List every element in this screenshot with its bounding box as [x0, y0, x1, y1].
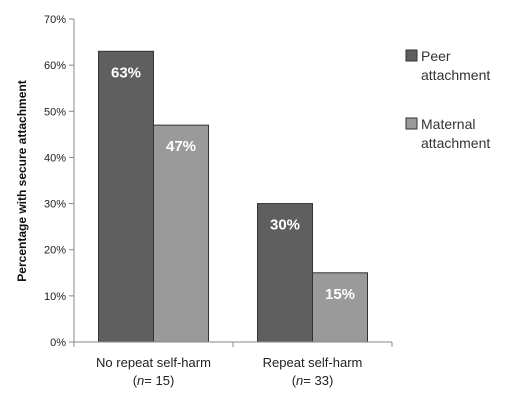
legend-label: attachment — [421, 135, 490, 151]
y-tick-label: 60% — [44, 60, 66, 72]
bar — [98, 50, 154, 343]
y-axis: 0% 10% 20% 30% 40% 50% 60% 70% — [44, 14, 75, 349]
y-tick-label: 40% — [44, 152, 66, 164]
y-tick-label: 50% — [44, 106, 66, 118]
data-label: 47% — [166, 138, 196, 155]
y-tick-label: 10% — [44, 291, 66, 303]
x-axis: No repeat self-harm (n= 15) Repeat self-ha… — [73, 341, 393, 388]
x-tick-label: No repeat self-harm — [96, 355, 211, 370]
legend-swatch — [405, 49, 418, 62]
legend: Peer attachment Maternal attachment — [405, 48, 490, 151]
legend-swatch — [405, 117, 418, 130]
bar — [153, 124, 209, 343]
y-tick-label: 70% — [44, 14, 66, 26]
y-tick-label: 30% — [44, 199, 66, 211]
x-tick-label-n: (n= 33) — [292, 373, 334, 388]
legend-label: attachment — [421, 67, 490, 83]
y-tick-label: 0% — [50, 337, 66, 349]
y-axis-label: Percentage with secure attachment — [15, 80, 29, 281]
x-tick-label: Repeat self-harm — [263, 355, 363, 370]
data-label: 63% — [111, 64, 141, 81]
bars: 63% 47% 30% 15% — [98, 50, 368, 343]
bar — [312, 272, 368, 343]
y-tick-label: 20% — [44, 245, 66, 257]
data-label: 15% — [325, 286, 355, 303]
data-label: 30% — [270, 217, 300, 234]
legend-label: Maternal — [421, 116, 475, 132]
x-tick-label-n: (n= 15) — [133, 373, 175, 388]
legend-label: Peer — [421, 48, 451, 64]
